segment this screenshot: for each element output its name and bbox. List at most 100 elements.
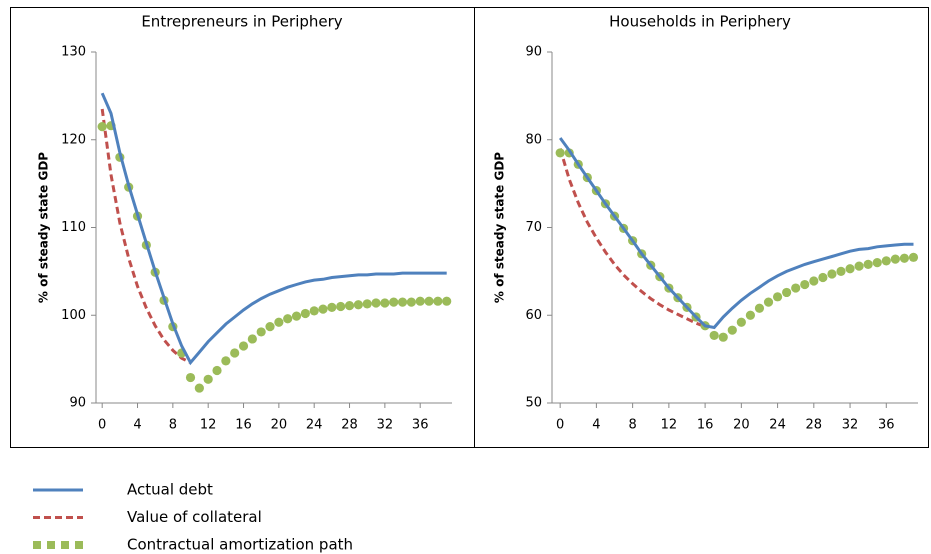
y-tick-label: 80 [525, 132, 542, 147]
x-tick-label: 36 [412, 418, 429, 433]
y-tick-label: 70 [525, 220, 542, 235]
data-point [256, 327, 266, 337]
x-tick-label: 4 [592, 418, 600, 433]
data-point [836, 266, 846, 276]
series-line [100, 108, 192, 364]
legend-swatch [33, 541, 41, 549]
legend-swatch [47, 541, 55, 549]
data-point [380, 298, 390, 308]
y-tick-label: 90 [69, 396, 86, 411]
y-axis-label: % of steady state GDP [493, 152, 507, 303]
data-point [899, 253, 910, 263]
data-point [265, 322, 275, 332]
data-point [371, 298, 381, 308]
x-tick-label: 16 [697, 418, 714, 433]
data-point [754, 303, 765, 313]
data-point [772, 292, 783, 302]
x-tick-label: 32 [377, 418, 394, 433]
x-tick-label: 28 [806, 418, 823, 433]
data-point [344, 300, 355, 311]
data-point [863, 259, 873, 269]
data-point [194, 383, 204, 393]
data-point [230, 348, 240, 358]
data-point [763, 297, 774, 307]
x-tick-label: 16 [235, 418, 252, 433]
x-tick-label: 0 [556, 418, 564, 433]
y-tick-label: 120 [61, 132, 86, 147]
data-point [854, 261, 864, 271]
data-point [433, 296, 443, 306]
data-point [300, 308, 310, 319]
data-point [709, 330, 719, 341]
x-tick-label: 12 [200, 418, 217, 433]
data-point [221, 356, 231, 366]
x-tick-label: 4 [133, 418, 141, 433]
data-point [718, 332, 728, 342]
legend-label: Actual debt [127, 481, 213, 499]
data-point [247, 334, 257, 344]
data-point [97, 121, 107, 132]
data-point [745, 310, 756, 320]
data-point [327, 302, 337, 312]
data-point [238, 341, 249, 351]
data-point [389, 297, 399, 307]
chart-title: Entrepreneurs in Periphery [141, 13, 342, 31]
y-axis-label: % of steady state GDP [37, 152, 51, 303]
y-tick-label: 130 [61, 45, 86, 60]
data-point [318, 304, 328, 314]
x-tick-label: 36 [878, 418, 895, 433]
data-point [442, 296, 452, 306]
x-tick-label: 28 [341, 418, 358, 433]
data-point [353, 300, 363, 310]
data-point [827, 269, 837, 279]
y-tick-label: 50 [525, 396, 542, 411]
data-point [309, 306, 319, 316]
data-point [555, 148, 565, 158]
legend-label: Value of collateral [127, 508, 262, 526]
data-point [727, 325, 737, 335]
y-tick-label: 110 [61, 220, 86, 235]
data-point [845, 264, 855, 274]
data-point [212, 365, 222, 376]
data-point [415, 296, 425, 306]
data-point [890, 254, 900, 264]
data-point [336, 301, 346, 312]
data-point [881, 256, 891, 266]
x-tick-label: 20 [733, 418, 750, 433]
series-line [558, 137, 914, 330]
data-point [283, 314, 293, 324]
x-tick-label: 32 [842, 418, 859, 433]
legend-swatch [75, 541, 83, 549]
data-point [185, 372, 196, 383]
y-tick-label: 90 [525, 45, 542, 60]
x-tick-label: 12 [661, 418, 678, 433]
x-tick-label: 8 [169, 418, 177, 433]
series-line [558, 148, 706, 329]
data-point [274, 317, 284, 327]
x-tick-label: 24 [306, 418, 323, 433]
data-point [291, 311, 302, 321]
data-point [424, 296, 434, 306]
data-point [872, 258, 882, 268]
legend-swatch [61, 541, 69, 549]
data-point [736, 317, 746, 327]
x-tick-label: 24 [769, 418, 786, 433]
data-point [406, 297, 416, 307]
data-point [203, 374, 213, 384]
x-tick-label: 20 [271, 418, 288, 433]
legend-label: Contractual amortization path [127, 536, 353, 554]
x-tick-label: 8 [628, 418, 636, 433]
y-tick-label: 60 [525, 308, 542, 323]
data-point [800, 279, 810, 290]
data-point [809, 276, 819, 286]
y-tick-label: 100 [61, 308, 86, 323]
chart-title: Households in Periphery [609, 13, 791, 31]
data-point [362, 299, 372, 309]
x-tick-label: 0 [98, 418, 106, 433]
data-point [818, 272, 828, 283]
panel-frame [474, 7, 929, 448]
data-point [782, 287, 792, 298]
data-point [908, 252, 919, 262]
data-point [397, 297, 408, 307]
